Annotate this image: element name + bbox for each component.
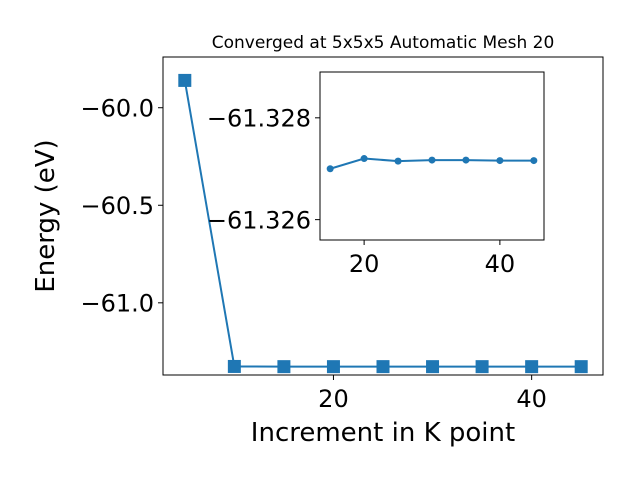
main-y-axis-label: Energy (eV) [31,139,61,292]
inset-x-tick-label: 20 [349,250,380,278]
main-data-point [574,360,588,374]
main-x-tick-label: 40 [516,385,547,413]
main-data-point [227,359,241,373]
main-data-point [475,360,489,374]
inset-x-tick-label: 40 [485,250,516,278]
inset-y-tick-label: −61.328 [207,104,311,132]
main-data-point [326,360,340,374]
main-y-tick-label: −60.5 [80,192,154,220]
main-x-axis-label: Increment in K point [251,418,515,448]
main-y-ticks: −60.0 −60.5 −61.0 [80,94,163,317]
inset-plot: 20 40 −61.328−61.326 [207,71,545,278]
inset-x-ticks: 20 40 [349,240,515,278]
main-plot: Converged at 5x5x5 Automatic Mesh 20 Inc… [31,33,604,448]
main-x-ticks: 20 40 [318,375,547,413]
main-plot-frame [162,56,604,376]
main-y-tick-label: −61.0 [80,289,154,317]
main-chart-title: Converged at 5x5x5 Automatic Mesh 20 [212,33,555,53]
inset-data-point [360,155,368,163]
main-series [178,73,588,374]
main-y-tick-label: −60.0 [80,94,154,122]
main-data-point [525,360,539,374]
inset-data-point [428,156,436,164]
inset-data-point [394,157,402,165]
inset-data-point [462,156,470,164]
inset-y-ticks: −61.328 −61.326 [207,104,320,234]
main-data-point [277,360,291,374]
inset-data-point [326,165,334,173]
inset-data-point [496,157,504,165]
inset-y-tick-label: −61.326 [207,206,311,234]
inset-data-point [530,157,538,165]
main-data-point [426,360,440,374]
main-data-point [376,360,390,374]
inset-series [326,155,538,173]
main-data-point [178,73,192,87]
main-x-tick-label: 20 [318,385,349,413]
inset-plot-frame [319,71,545,241]
